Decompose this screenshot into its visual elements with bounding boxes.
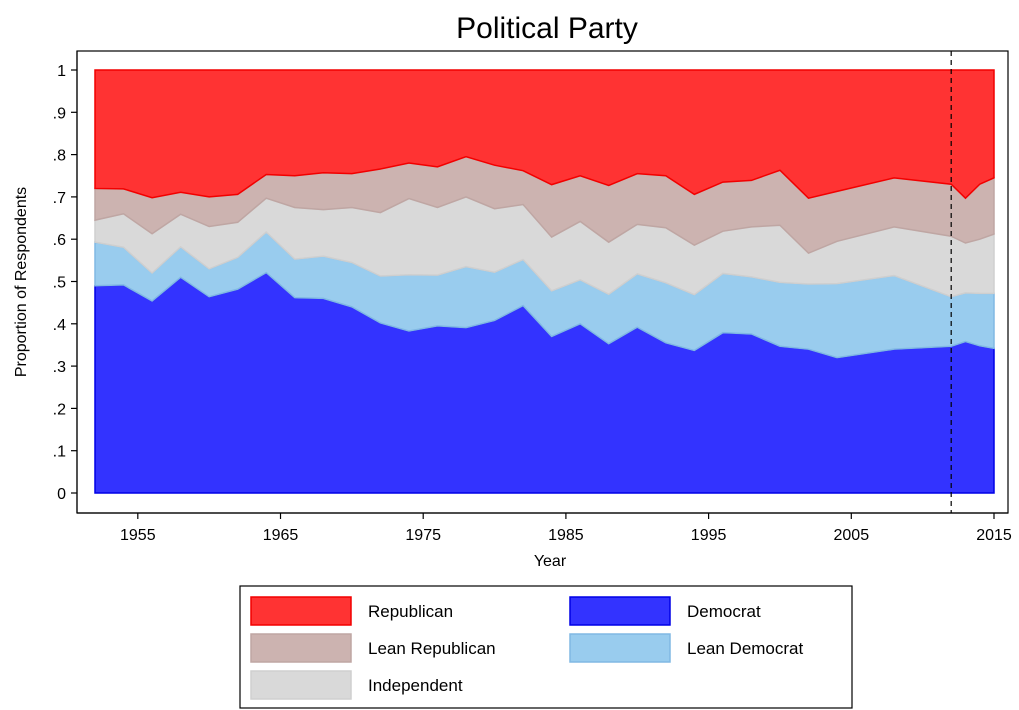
x-ticks: 1955 1965 1975 1985 1995 2005 2015 xyxy=(120,513,1012,544)
x-axis-title: Year xyxy=(534,553,567,570)
legend-swatch-lean-democrat xyxy=(569,633,671,663)
y-tick-label: .6 xyxy=(53,232,66,249)
y-tick-label: .7 xyxy=(53,190,66,207)
legend-label-republican: Republican xyxy=(368,602,453,621)
legend-swatch-independent xyxy=(250,670,352,700)
legend: Republican Democrat Lean Republican Lean De… xyxy=(239,585,853,709)
y-tick-label: .4 xyxy=(53,317,66,334)
x-tick-label: 2015 xyxy=(976,527,1012,544)
legend-swatch-lean-republican xyxy=(250,633,352,663)
legend-label-lean-democrat: Lean Democrat xyxy=(687,639,804,658)
y-axis-title: Proportion of Respondents xyxy=(13,187,30,377)
legend-label-independent: Independent xyxy=(368,676,463,695)
y-tick-label: .3 xyxy=(53,359,66,376)
area-layers xyxy=(94,69,995,494)
legend-swatch-democrat xyxy=(569,596,671,626)
y-tick-label: 1 xyxy=(57,63,66,80)
y-tick-label: .8 xyxy=(53,148,66,165)
y-tick-label: .5 xyxy=(53,275,66,292)
x-tick-label: 1995 xyxy=(691,527,727,544)
legend-swatch-republican xyxy=(250,596,352,626)
y-tick-label: .2 xyxy=(53,401,66,418)
x-tick-label: 1985 xyxy=(548,527,584,544)
x-tick-label: 2005 xyxy=(834,527,870,544)
chart-title: Political Party xyxy=(456,12,638,45)
y-ticks: 0 .1 .2 .3 .4 .5 .6 .7 .8 .9 1 xyxy=(53,63,77,503)
y-tick-label: .1 xyxy=(53,444,66,461)
y-tick-label: .9 xyxy=(53,105,66,122)
x-tick-label: 1955 xyxy=(120,527,156,544)
y-tick-label: 0 xyxy=(57,486,66,503)
area-republican xyxy=(94,69,995,200)
x-tick-label: 1975 xyxy=(405,527,441,544)
legend-label-democrat: Democrat xyxy=(687,602,761,621)
x-tick-label: 1965 xyxy=(263,527,299,544)
legend-label-lean-republican: Lean Republican xyxy=(368,639,496,658)
